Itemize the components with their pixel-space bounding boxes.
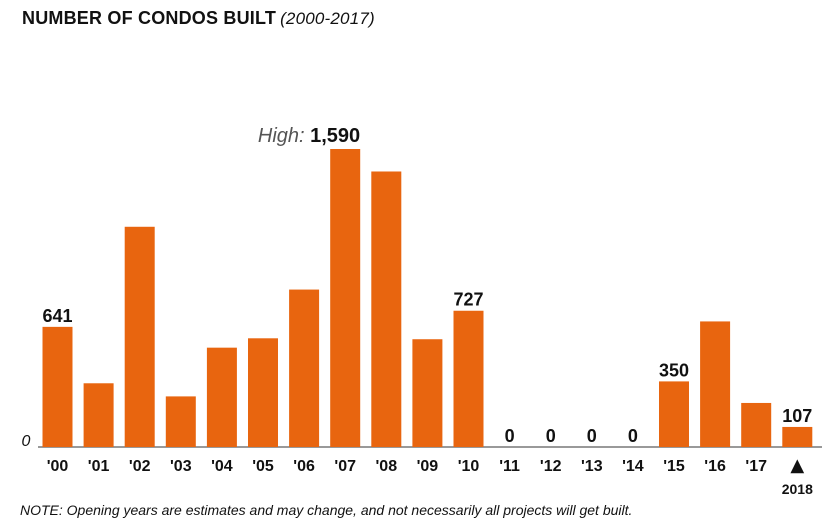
bar	[83, 383, 114, 447]
x-tick-label: '11	[499, 458, 520, 475]
data-label: 727	[453, 290, 483, 310]
chart-title: NUMBER OF CONDOS BUILT (2000-2017)	[22, 8, 375, 29]
chart-note: NOTE: Opening years are estimates and ma…	[20, 502, 633, 518]
data-label: 0	[505, 426, 515, 446]
x-tick-label: '00	[47, 458, 69, 475]
bar	[330, 149, 361, 447]
x-tick-label: '09	[417, 458, 439, 475]
high-annotation-value: 1,590	[310, 125, 360, 147]
bar	[248, 338, 278, 447]
data-label: 0	[587, 426, 597, 446]
x-tick-label: 2018	[782, 481, 813, 497]
data-label: 350	[659, 360, 689, 380]
chart-title-text: NUMBER OF CONDOS BUILT	[22, 8, 277, 28]
x-tick-label: '06	[293, 458, 315, 475]
high-annotation: High: 1,590	[258, 125, 360, 147]
x-tick-label: '04	[211, 458, 233, 475]
bar	[700, 321, 731, 447]
up-triangle-icon: ▲	[790, 455, 804, 476]
x-tick-label: '02	[129, 458, 151, 475]
x-tick-label: '14	[622, 458, 644, 475]
bar	[782, 426, 813, 447]
bar	[659, 381, 689, 447]
bar	[289, 289, 320, 447]
x-tick-label: '16	[704, 458, 726, 475]
bar	[453, 310, 484, 447]
bar	[165, 396, 196, 447]
data-label: 641	[42, 306, 72, 326]
x-tick-label: '05	[252, 458, 274, 475]
x-tick-label: '17	[745, 458, 767, 475]
data-label: 107	[782, 406, 812, 426]
bar	[206, 347, 237, 447]
bar	[412, 339, 443, 447]
x-tick-label: '15	[663, 458, 685, 475]
bar-chart: 0 641 '00 '01 '02 '03 '04 '05 '06 '07 '08 '09 727 '10…	[22, 125, 822, 497]
x-tick-label: '10	[458, 458, 480, 475]
high-annotation-prefix: High:	[258, 125, 310, 147]
x-tick-label: '13	[581, 458, 603, 475]
y-tick-label: 0	[22, 433, 31, 450]
bar	[371, 171, 402, 447]
x-tick-label: '03	[170, 458, 192, 475]
bar	[42, 326, 73, 447]
bar	[741, 402, 772, 447]
data-label: 0	[546, 426, 556, 446]
chart-subtitle: (2000-2017)	[280, 9, 375, 28]
bar	[124, 226, 155, 447]
x-tick-label: '08	[375, 458, 397, 475]
x-tick-label: '01	[88, 458, 110, 475]
x-tick-label: '12	[540, 458, 562, 475]
data-label: 0	[628, 426, 638, 446]
x-tick-label: '07	[334, 458, 356, 475]
